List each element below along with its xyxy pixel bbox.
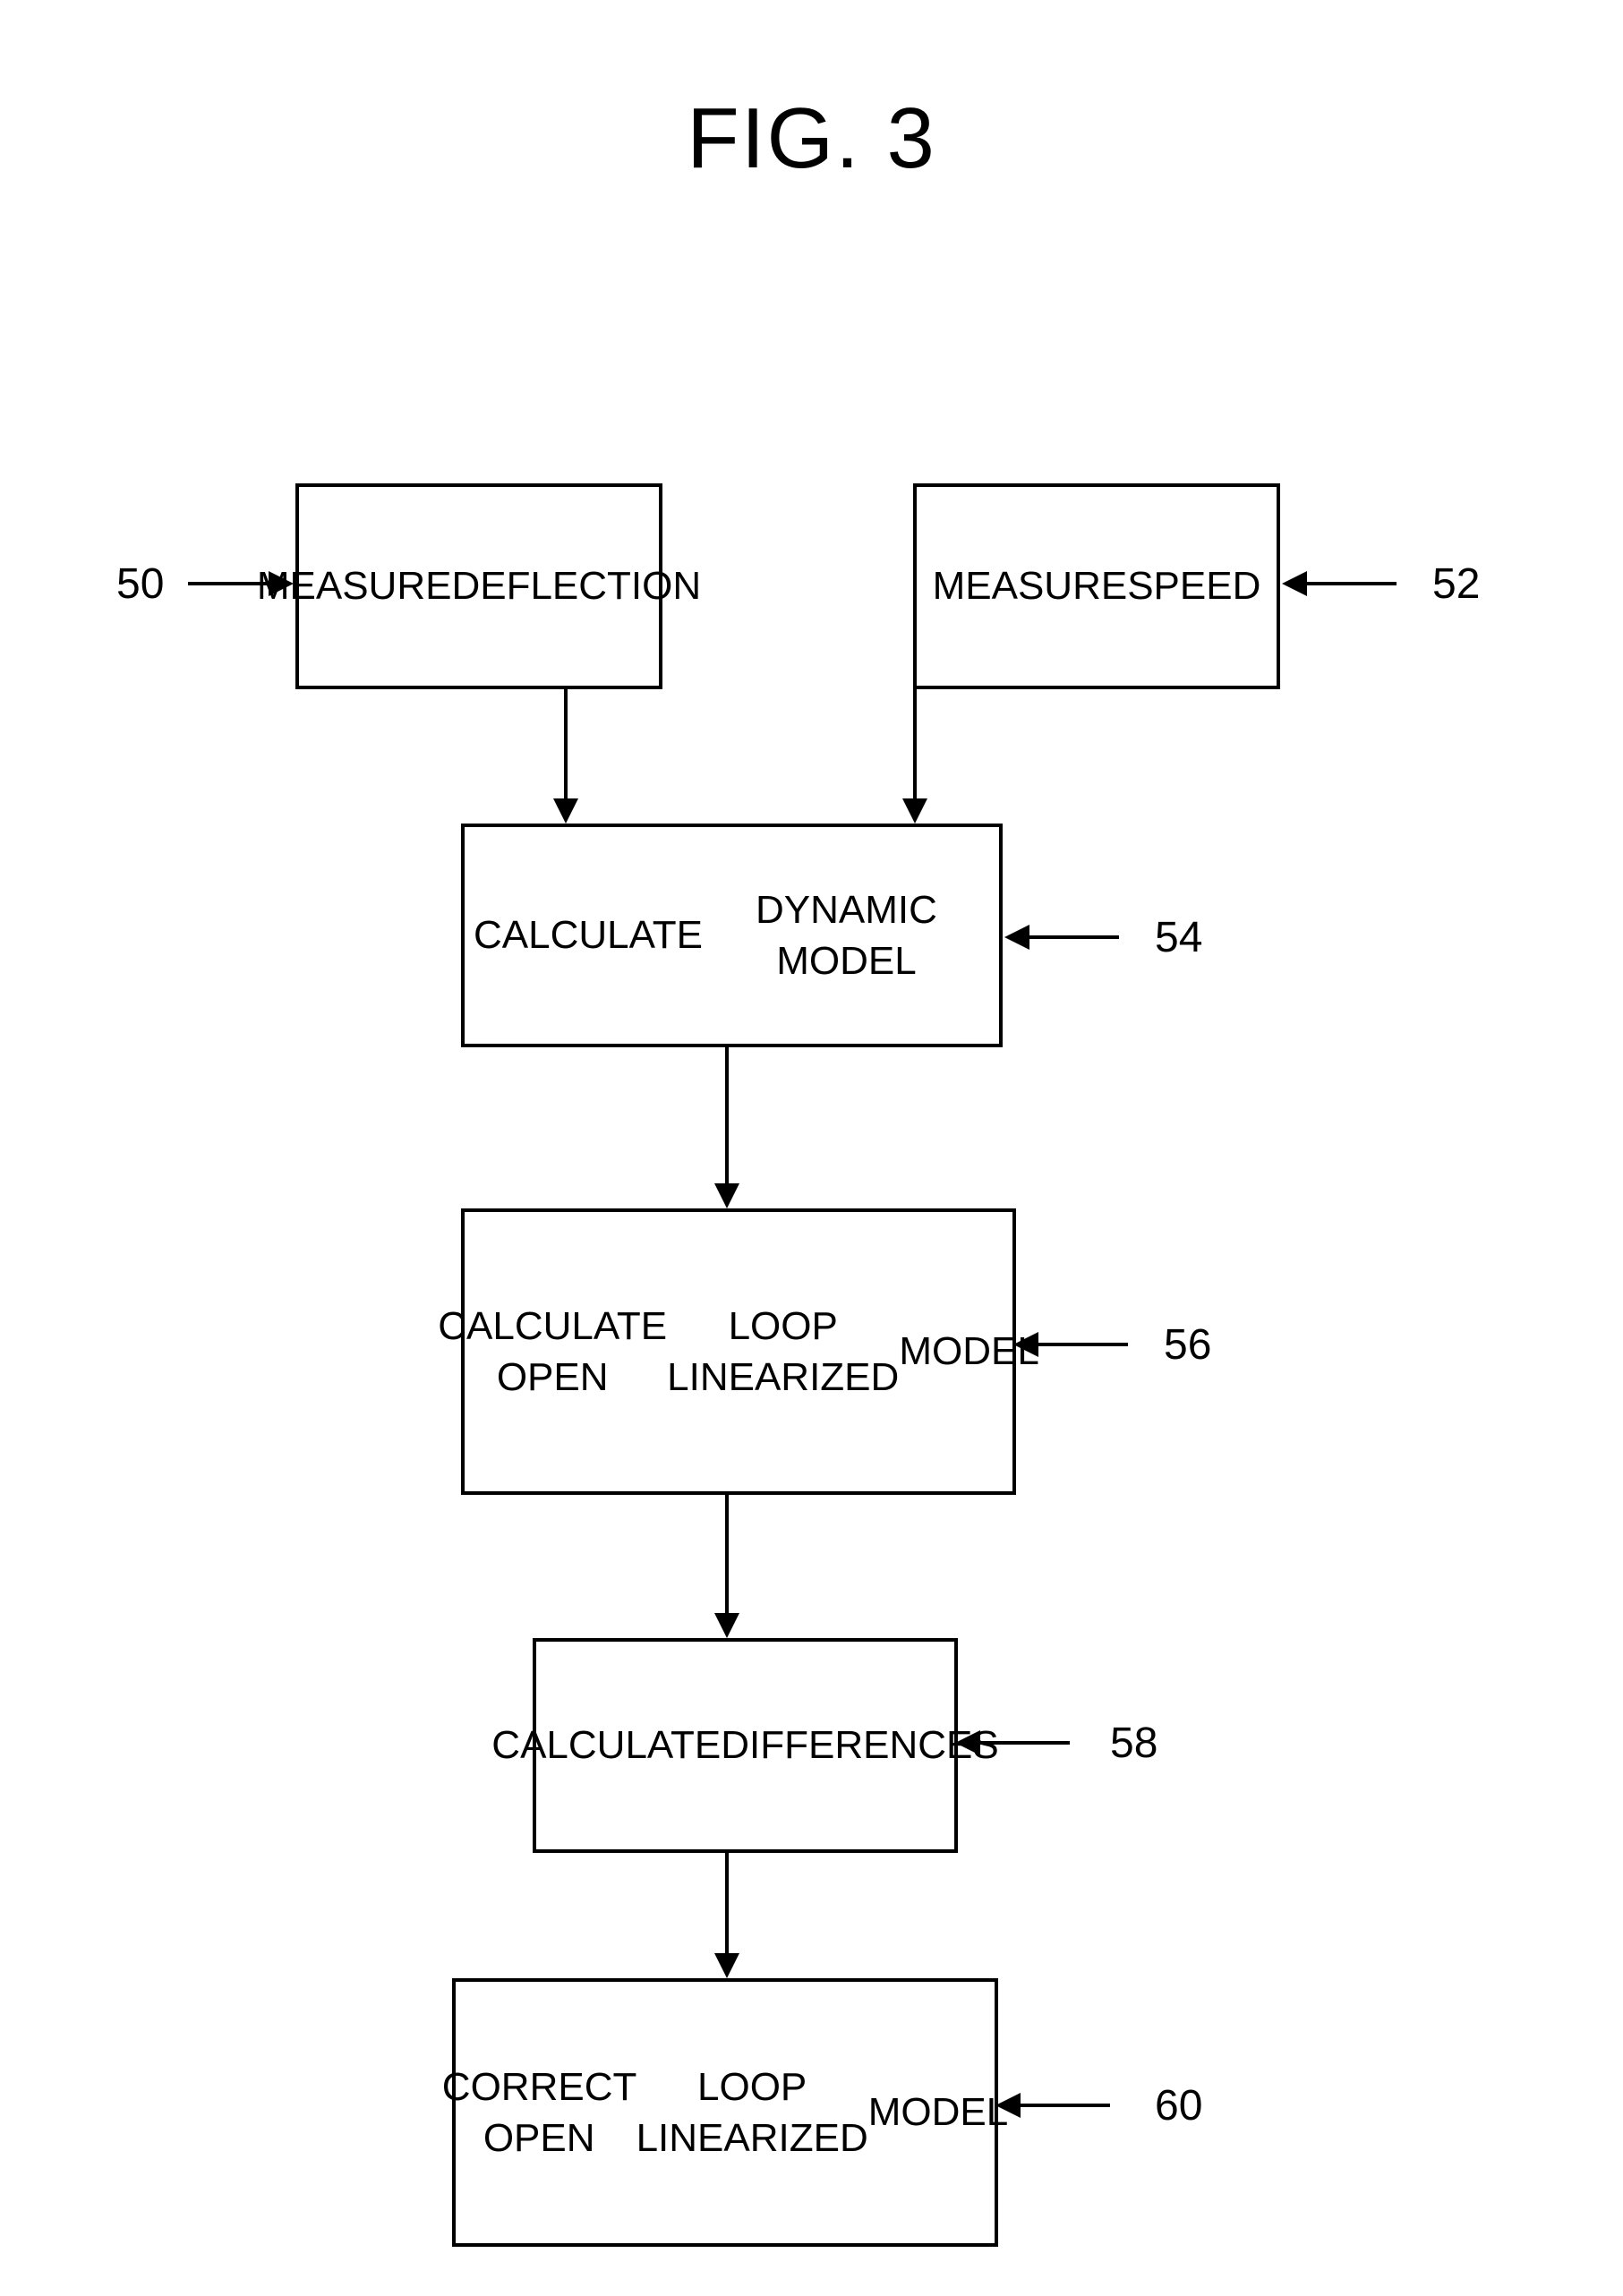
box-text-line: MEASURE — [933, 560, 1128, 611]
arrow-head-icon — [1282, 571, 1307, 596]
arrow-head-down-icon — [714, 1613, 739, 1638]
arrow-head-down-icon — [902, 798, 927, 824]
arrow-head-down-icon — [553, 798, 578, 824]
box-text-line: LOOP LINEARIZED — [636, 2061, 868, 2164]
box-text-line: SPEED — [1127, 560, 1260, 611]
arrow-head-down-icon — [714, 1183, 739, 1208]
flowchart-box-n54: CALCULATEDYNAMIC MODEL — [461, 824, 1003, 1047]
reference-arrow-line — [1038, 1343, 1128, 1346]
box-text-line: CALCULATE — [474, 909, 703, 960]
box-text-line: LOOP LINEARIZED — [667, 1301, 899, 1403]
arrow-head-icon — [1004, 925, 1029, 950]
box-text-line: CALCULATE — [491, 1720, 721, 1771]
reference-arrow-line — [1307, 582, 1397, 585]
flow-arrow-line — [725, 1495, 729, 1613]
reference-arrow-line — [1021, 2104, 1110, 2107]
reference-label-54: 54 — [1155, 913, 1202, 962]
arrow-head-icon — [1013, 1332, 1038, 1357]
reference-label-56: 56 — [1164, 1320, 1211, 1370]
arrow-head-icon — [995, 2093, 1021, 2118]
flowchart-box-n52: MEASURESPEED — [913, 483, 1280, 689]
reference-label-60: 60 — [1155, 2081, 1202, 2130]
flow-arrow-line — [913, 689, 917, 798]
box-text-line: DEFLECTION — [451, 560, 701, 611]
arrow-head-down-icon — [714, 1953, 739, 1978]
box-text-line: CORRECT OPEN — [442, 2061, 636, 2164]
flowchart-box-n60: CORRECT OPENLOOP LINEARIZEDMODEL — [452, 1978, 998, 2247]
flowchart-box-n58: CALCULATEDIFFERENCES — [533, 1638, 958, 1853]
box-text-line: DYNAMIC MODEL — [703, 884, 990, 986]
flowchart-box-n50: MEASUREDEFLECTION — [295, 483, 662, 689]
box-text-line: CALCULATE OPEN — [438, 1301, 667, 1403]
reference-arrow-line — [1029, 935, 1119, 939]
flow-arrow-line — [725, 1047, 729, 1183]
reference-label-52: 52 — [1432, 559, 1480, 609]
flow-arrow-line — [564, 689, 568, 798]
arrow-head-icon — [269, 571, 294, 596]
reference-label-50: 50 — [116, 559, 164, 609]
figure-title: FIG. 3 — [687, 90, 936, 188]
arrow-head-icon — [955, 1730, 980, 1755]
box-text-line: MODEL — [868, 2087, 1008, 2138]
reference-arrow-line — [980, 1741, 1070, 1745]
flow-arrow-line — [725, 1853, 729, 1953]
flowchart-box-n56: CALCULATE OPENLOOP LINEARIZEDMODEL — [461, 1208, 1016, 1495]
reference-label-58: 58 — [1110, 1719, 1157, 1768]
reference-arrow-line — [188, 582, 269, 585]
